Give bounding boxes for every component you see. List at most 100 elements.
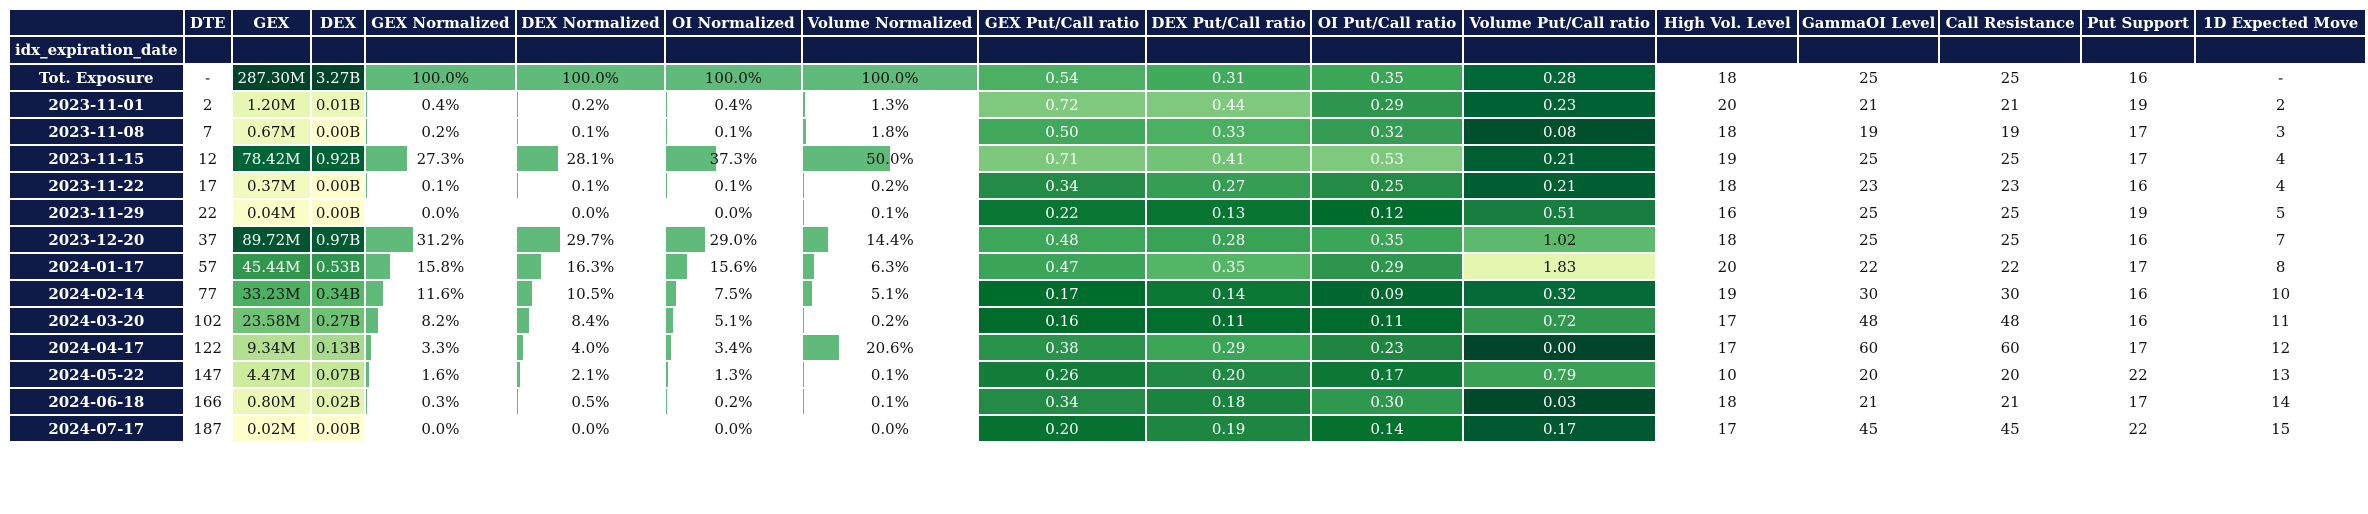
col-header[interactable]: DEX Normalized xyxy=(514,8,667,37)
col-header[interactable]: DEX xyxy=(309,8,367,37)
col-header[interactable]: Call Resistance xyxy=(1938,8,2082,37)
bar-fill xyxy=(517,228,561,251)
cell-dex: 0.27B xyxy=(309,306,367,335)
bar-value: 0.0% xyxy=(571,203,610,222)
bar-value: 0.3% xyxy=(421,392,460,411)
col-header[interactable]: GammaOI Level xyxy=(1796,8,1941,37)
cell-dexn: 0.2% xyxy=(514,90,667,119)
bar-value: 28.1% xyxy=(566,149,615,168)
cell-dex: 0.53B xyxy=(309,252,367,281)
cell-gexn: 0.1% xyxy=(364,171,517,200)
blank-header-cell xyxy=(182,35,233,65)
cell-gex: 0.37M xyxy=(230,171,313,200)
col-header[interactable]: Put Support xyxy=(2079,8,2197,37)
bar-value: 0.1% xyxy=(714,176,753,195)
blank-header-cell xyxy=(1655,35,1799,65)
cell-dex: 0.92B xyxy=(309,144,367,173)
bar-value: 5.1% xyxy=(870,284,909,303)
cell-em: 14 xyxy=(2194,387,2367,416)
cell-gpc: 0.34 xyxy=(977,171,1147,200)
col-header[interactable]: GEX xyxy=(230,8,313,37)
cell-voln: 0.1% xyxy=(800,198,980,227)
row-label: 2024-06-18 xyxy=(8,387,185,416)
cell-gexn: 100.0% xyxy=(364,63,517,92)
bar-value: 0.5% xyxy=(571,392,610,411)
corner-cell xyxy=(8,8,185,37)
cell-cr: 25 xyxy=(1938,225,2082,254)
cell-dte: 166 xyxy=(182,387,233,416)
cell-dpc: 0.18 xyxy=(1144,387,1313,416)
table-row: 2023-11-08 7 0.67M 0.00B 0.2% 0.1% 0.1% 1.8% 0.5… xyxy=(8,117,2367,146)
col-header[interactable]: DEX Put/Call ratio xyxy=(1144,8,1313,37)
cell-dpc: 0.41 xyxy=(1144,144,1313,173)
col-header[interactable]: GEX Normalized xyxy=(364,8,517,37)
cell-oin: 0.0% xyxy=(664,198,803,227)
cell-dte: 2 xyxy=(182,90,233,119)
cell-cr: 48 xyxy=(1938,306,2082,335)
cell-gexn: 1.6% xyxy=(364,360,517,389)
cell-oin: 15.6% xyxy=(664,252,803,281)
bar-value: 3.4% xyxy=(714,338,753,357)
cell-goi: 23 xyxy=(1796,171,1941,200)
bar-value: 1.3% xyxy=(870,95,909,114)
cell-goi: 19 xyxy=(1796,117,1941,146)
bar-value: 0.0% xyxy=(571,419,610,438)
col-header[interactable]: OI Normalized xyxy=(664,8,803,37)
cell-dex: 0.00B xyxy=(309,414,367,443)
cell-dpc: 0.11 xyxy=(1144,306,1313,335)
row-label: Tot. Exposure xyxy=(8,63,185,92)
col-header[interactable]: Volume Normalized xyxy=(800,8,980,37)
cell-ps: 19 xyxy=(2079,90,2197,119)
cell-voln: 1.8% xyxy=(800,117,980,146)
cell-gpc: 0.26 xyxy=(977,360,1147,389)
bar-fill xyxy=(667,309,674,332)
cell-ps: 16 xyxy=(2079,279,2197,308)
cell-em: 8 xyxy=(2194,252,2367,281)
row-label: 2023-11-15 xyxy=(8,144,185,173)
row-label: 2023-12-20 xyxy=(8,225,185,254)
bar-fill xyxy=(666,92,667,117)
cell-vpc: 0.79 xyxy=(1461,360,1658,389)
col-header[interactable]: GEX Put/Call ratio xyxy=(977,8,1147,37)
bar-value: 0.2% xyxy=(870,311,909,330)
blank-header-cell xyxy=(230,35,313,65)
cell-gpc: 0.47 xyxy=(977,252,1147,281)
cell-opc: 0.29 xyxy=(1310,90,1464,119)
blank-header-cell xyxy=(1310,35,1464,65)
col-header[interactable]: OI Put/Call ratio xyxy=(1310,8,1464,37)
cell-dexn: 0.0% xyxy=(514,414,667,443)
col-header[interactable]: DTE xyxy=(182,8,233,37)
cell-vpc: 0.17 xyxy=(1461,414,1658,443)
cell-gex: 4.47M xyxy=(230,360,313,389)
bar-value: 7.5% xyxy=(714,284,753,303)
cell-dte: - xyxy=(182,63,233,92)
cell-dexn: 0.1% xyxy=(514,117,667,146)
cell-dexn: 0.1% xyxy=(514,171,667,200)
blank-header-cell xyxy=(2079,35,2197,65)
bar-fill xyxy=(667,336,671,359)
bar-fill xyxy=(517,363,520,386)
bar-fill xyxy=(803,66,977,89)
cell-goi: 30 xyxy=(1796,279,1941,308)
cell-cr: 30 xyxy=(1938,279,2082,308)
bar-fill xyxy=(517,255,541,278)
cell-dpc: 0.20 xyxy=(1144,360,1313,389)
cell-voln: 0.1% xyxy=(800,387,980,416)
cell-em: 3 xyxy=(2194,117,2367,146)
cell-hvl: 16 xyxy=(1655,198,1799,227)
cell-cr: 20 xyxy=(1938,360,2082,389)
cell-gexn: 8.2% xyxy=(364,306,517,335)
cell-oin: 37.3% xyxy=(664,144,803,173)
table-row: 2023-11-15 12 78.42M 0.92B 27.3% 28.1% 37.3% 50… xyxy=(8,144,2367,173)
bar-value: 29.7% xyxy=(566,230,615,249)
cell-gexn: 0.4% xyxy=(364,90,517,119)
cell-opc: 0.23 xyxy=(1310,333,1464,362)
col-header[interactable]: Volume Put/Call ratio xyxy=(1461,8,1658,37)
col-header[interactable]: 1D Expected Move xyxy=(2194,8,2367,37)
row-label: 2023-11-08 xyxy=(8,117,185,146)
col-header[interactable]: High Vol. Level xyxy=(1655,8,1799,37)
bar-value: 0.2% xyxy=(571,95,610,114)
cell-gexn: 0.0% xyxy=(364,414,517,443)
bar-fill xyxy=(517,66,664,89)
cell-vpc: 0.32 xyxy=(1461,279,1658,308)
